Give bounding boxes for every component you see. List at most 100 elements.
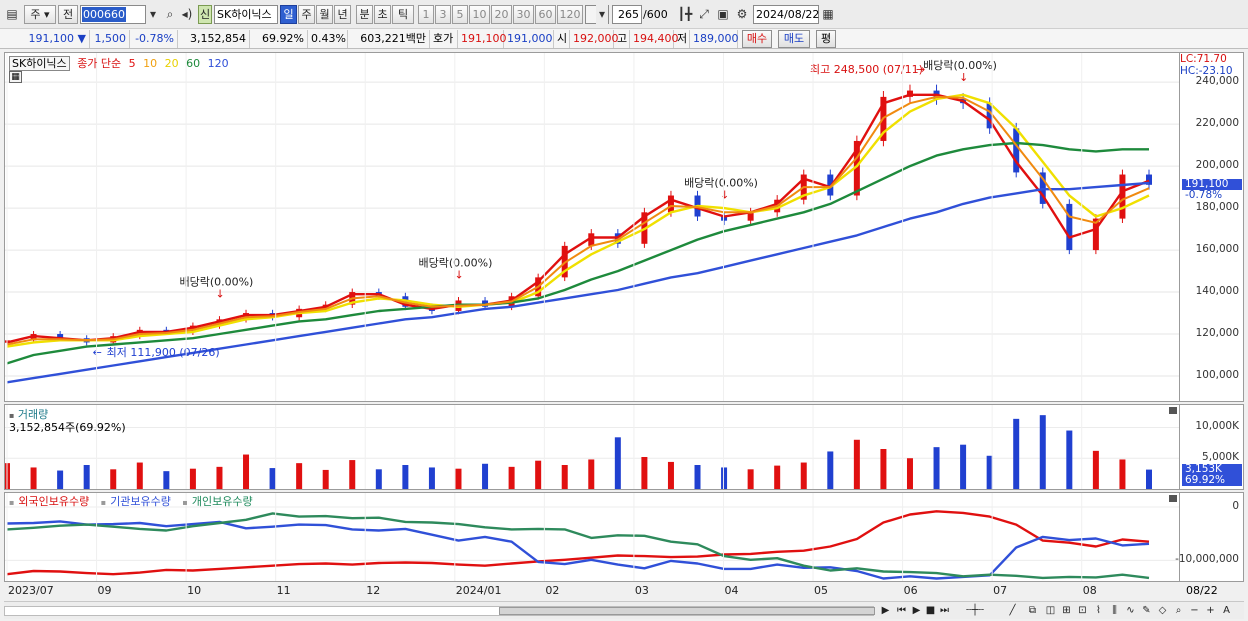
play-icon[interactable]: ▶ [912, 605, 921, 616]
stock-code-input[interactable]: 000660 [80, 5, 146, 24]
data-count-input[interactable]: 265 [612, 5, 642, 24]
period-year-button[interactable]: 년 [334, 5, 351, 24]
interval-5-button[interactable]: 5 [452, 5, 468, 24]
calendar-icon[interactable]: ▦ [820, 5, 836, 24]
font-size-icon[interactable]: A [1223, 605, 1230, 616]
ma5-label[interactable]: 5 [128, 57, 136, 70]
tool-grid-icon[interactable]: ⊞ [1062, 605, 1071, 616]
volume-bar [455, 468, 462, 489]
search-icon[interactable]: ⌕ [162, 5, 178, 24]
speed-slider[interactable]: ┄┼┄ [965, 605, 985, 616]
period-select[interactable]: 주 ▾ [24, 5, 56, 24]
dividend-label: 배당락(0.00%) [418, 256, 492, 269]
holding-y-axis: 0 -10,000,000 [1175, 492, 1244, 582]
tool-fibo-icon[interactable]: ∿ [1126, 605, 1135, 616]
volume-current-pct: 69.92% [1182, 474, 1242, 486]
stock-tag[interactable]: SK하이닉스 [9, 56, 70, 71]
volume-bar [906, 458, 913, 489]
holding-chart[interactable] [5, 493, 1179, 581]
ma60-label[interactable]: 60 [186, 57, 201, 70]
volume-pane-close-icon[interactable] [1169, 407, 1177, 414]
interval-60-button[interactable]: 60 [535, 5, 556, 24]
ma10-label[interactable]: 10 [143, 57, 158, 70]
save-icon[interactable]: ▣ [714, 5, 732, 24]
table-icon[interactable]: ▦ [9, 71, 22, 83]
interval-30-button[interactable]: 30 [513, 5, 534, 24]
quote-hoga-label: 호가 [430, 30, 458, 48]
x-tick-label: 03 [634, 584, 649, 597]
legend-foreign[interactable]: ▪ 외국인보유수량 [9, 495, 90, 508]
ma20-label[interactable]: 20 [164, 57, 179, 70]
legend-individual[interactable]: ▪ 개인보유수량 [182, 495, 253, 508]
legend-institution[interactable]: ▪ 기관보유수량 [100, 495, 171, 508]
volume-bar [561, 465, 568, 489]
zoom-icon[interactable]: ⤢ [695, 5, 713, 24]
quote-open: 192,000 [570, 30, 619, 48]
period-minute-button[interactable]: 분 [356, 5, 373, 24]
volume-bar [375, 469, 382, 489]
speaker-icon[interactable]: ◂) [178, 5, 196, 24]
tool-trend-icon[interactable]: ⌇ [1096, 605, 1101, 616]
ma120-label[interactable]: 120 [207, 57, 229, 70]
avg-button[interactable]: 평 [816, 30, 836, 48]
volume-bar [322, 469, 329, 489]
chart-type-icon[interactable]: ┃╋ [676, 5, 694, 24]
volume-bar [535, 460, 542, 489]
volume-bar [216, 466, 223, 489]
scroll-right-icon[interactable]: ▶ [881, 605, 890, 616]
x-tick-label: 2023/07 [8, 584, 54, 597]
price-tick-label: 120,000 [1195, 327, 1239, 340]
main-toolbar: ▤ 주 ▾ 전 000660 ▾ ⌕ ◂) 신 SK하이닉스 일 주 월 년 분… [0, 0, 1248, 29]
interval-3-button[interactable]: 3 [435, 5, 451, 24]
prev-button[interactable]: 전 [58, 5, 78, 24]
price-pane[interactable]: 최고 248,500 (07/11) → 최저 111,900 (07/26) ← 배당… [4, 52, 1180, 402]
tool-bars-icon[interactable]: ⫼ [1112, 605, 1117, 616]
sell-button[interactable]: 매도 [778, 30, 810, 48]
period-day-button[interactable]: 일 [280, 5, 297, 24]
volume-bar [83, 465, 90, 489]
period-month-button[interactable]: 월 [316, 5, 333, 24]
stop-icon[interactable]: ■ [925, 605, 936, 616]
interval-1-button[interactable]: 1 [418, 5, 434, 24]
gear-icon[interactable]: ⚙ [733, 5, 751, 24]
volume-chart[interactable] [5, 405, 1179, 489]
rewind-icon[interactable]: ⏮ [897, 605, 906, 616]
tool-draw-icon[interactable]: ✎ [1142, 605, 1151, 616]
volume-y-axis: 10,000K 5,000K 3,153K 69.92% [1180, 404, 1244, 490]
zoom-out-icon[interactable]: − [1190, 605, 1199, 616]
ma-label[interactable]: 종가 단순 [77, 57, 122, 70]
custom-interval-dropdown-icon[interactable]: ▾ [596, 5, 608, 24]
end-icon[interactable]: ⏭ [940, 605, 949, 616]
chart-scrollbar[interactable]: ▶ ⏮ ▶ ■ ⏭ ┄┼┄ ╱ ⧉ ◫ ⊞ ⊡ ⌇ ⫼ ∿ ✎ ◇ ⌕ − + … [4, 601, 1244, 619]
code-dropdown-icon[interactable]: ▾ [146, 5, 160, 24]
tool-line-icon[interactable]: ╱ [1009, 605, 1016, 616]
interval-10-button[interactable]: 10 [469, 5, 490, 24]
period-second-button[interactable]: 초 [374, 5, 391, 24]
volume-bar [880, 449, 887, 489]
holding-pane-close-icon[interactable] [1169, 495, 1177, 502]
scroll-track[interactable] [4, 606, 875, 616]
period-week-button[interactable]: 주 [298, 5, 315, 24]
price-tick-label: 200,000 [1195, 159, 1239, 172]
window-menu-icon[interactable]: ▤ [2, 5, 22, 24]
buy-button[interactable]: 매수 [742, 30, 772, 48]
zoom-in-icon[interactable]: + [1206, 605, 1215, 616]
period-tick-button[interactable]: 틱 [392, 5, 414, 24]
ma-line-10 [6, 95, 1150, 346]
interval-20-button[interactable]: 20 [491, 5, 512, 24]
date-input[interactable]: 2024/08/22 [753, 5, 819, 24]
interval-120-button[interactable]: 120 [557, 5, 583, 24]
magnifier-icon[interactable]: ⌕ [1175, 605, 1182, 616]
tool-shape-icon[interactable]: ◇ [1158, 605, 1167, 616]
volume-bar [57, 470, 64, 489]
tool-chart-icon[interactable]: ⊡ [1078, 605, 1087, 616]
quote-turnover: 0.43% [308, 30, 348, 48]
price-chart[interactable]: 최고 248,500 (07/11)→ 최저 111,900 (07/26) ← 배당… [5, 53, 1179, 401]
current-change-tag: -0.78% [1185, 188, 1223, 201]
tool-box-icon[interactable]: ◫ [1045, 605, 1056, 616]
tool-copy-icon[interactable]: ⧉ [1028, 605, 1037, 616]
holding-pane[interactable]: ▪ 외국인보유수량 ▪ 기관보유수량 ▪ 개인보유수량 [4, 492, 1180, 582]
new-badge[interactable]: 신 [198, 5, 212, 24]
volume-pane[interactable]: ▪ 거래량 3,152,854주(69.92%) [4, 404, 1180, 490]
scroll-thumb[interactable] [499, 607, 875, 615]
